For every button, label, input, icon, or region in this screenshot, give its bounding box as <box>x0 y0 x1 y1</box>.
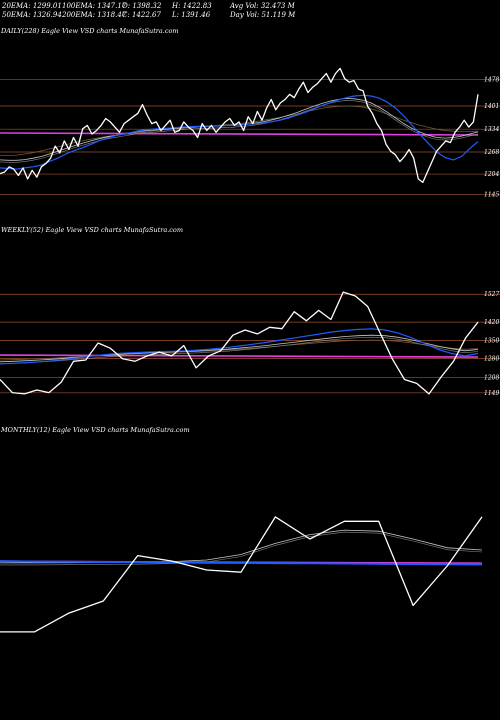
ema100-label: 100EMA: 1347.17 <box>62 2 127 10</box>
tick-label-0: 1478 <box>484 76 499 83</box>
tick-label-1: 1420 <box>484 319 499 326</box>
tick-label-3: 1268 <box>484 149 499 156</box>
ema-mid-shadow-line <box>0 336 479 365</box>
monthly-panel-label: MONTHLY(12) Eagle View VSD charts Munafa… <box>1 426 190 434</box>
ema-mid-line <box>0 334 479 363</box>
tick-label-2: 1350 <box>484 337 499 344</box>
tick-label-4: 1204 <box>484 171 499 178</box>
daily-chart: 1478 1401 1334 1268 1204 1145 <box>0 67 500 198</box>
ema20-label: 20EMA: 1299.01 <box>2 2 62 10</box>
day-vol-label: Day Vol: 51.119 M <box>230 11 296 19</box>
ema200-label: 200EMA: 1318.47 <box>62 11 127 19</box>
open-label: O: 1398.32 <box>122 2 162 10</box>
ema-long-line <box>0 105 479 156</box>
ema-short-line <box>0 560 483 566</box>
avg-vol-label: Avg Vol: 32.473 M <box>230 2 295 10</box>
tick-label-4: 1208 <box>484 374 499 381</box>
tick-label-2: 1334 <box>484 126 499 133</box>
weekly-panel-label: WEEKLY(52) Eagle View VSD charts MunafaS… <box>1 226 183 234</box>
tick-label-5: 1145 <box>484 191 499 198</box>
weekly-chart: 1527 1420 1350 1280 1208 1149 <box>0 291 500 397</box>
indicator-header: 20EMA: 1299.01 100EMA: 1347.17 O: 1398.3… <box>0 0 500 22</box>
price-line <box>0 291 479 395</box>
monthly-chart <box>0 516 483 633</box>
close-label: C: 1422.67 <box>122 11 161 19</box>
price-line <box>0 67 479 184</box>
tick-label-5: 1149 <box>484 390 499 397</box>
high-label: H: 1422.83 <box>172 2 212 10</box>
daily-panel-label: DAILY(228) Eagle View VSD charts MunafaS… <box>1 27 179 35</box>
tick-label-0: 1527 <box>484 291 499 298</box>
ema-short-line <box>0 94 479 170</box>
ema-mid-shadow-line <box>0 531 483 566</box>
ema-mid-line <box>0 529 483 564</box>
support-line <box>0 132 479 136</box>
ema50-label: 50EMA: 1326.94 <box>2 11 62 19</box>
support-line <box>0 354 479 358</box>
tick-label-3: 1280 <box>484 356 499 363</box>
low-label: L: 1391.46 <box>172 11 211 19</box>
ema-short-line <box>0 328 479 365</box>
price-line <box>0 516 483 633</box>
ema-mid-shadow-line <box>0 100 479 163</box>
tick-label-1: 1401 <box>484 103 499 110</box>
ema-long-line <box>0 339 479 361</box>
